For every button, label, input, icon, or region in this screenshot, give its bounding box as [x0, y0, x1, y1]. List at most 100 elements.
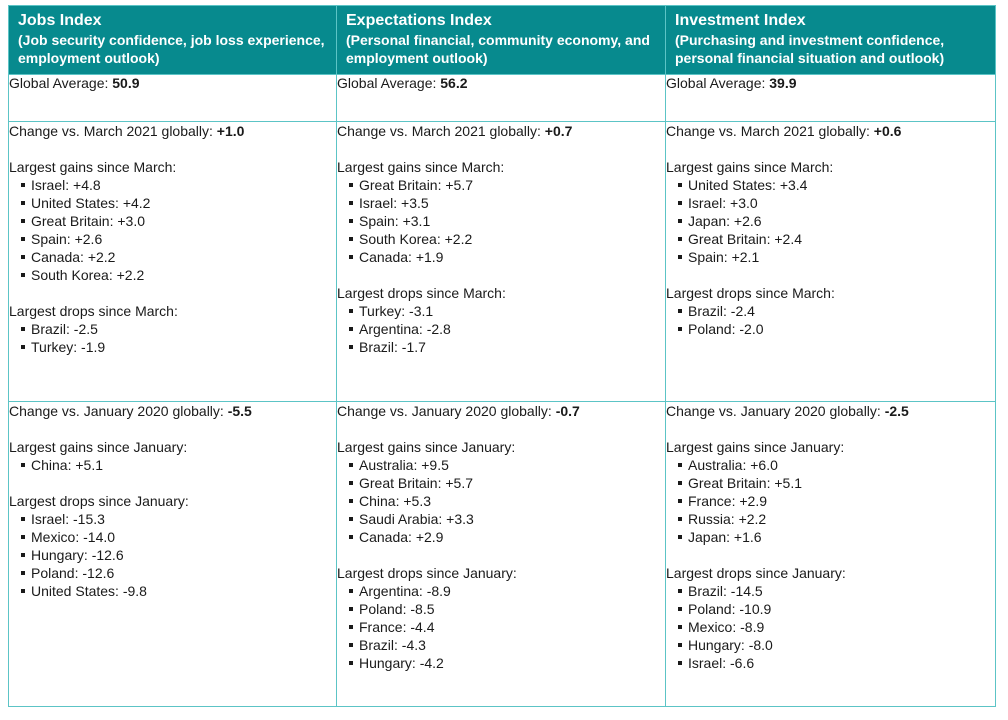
item-text: South Korea: +2.2: [359, 231, 473, 247]
bullet-icon: [349, 218, 353, 223]
bullet-icon: [349, 498, 353, 503]
bullet-icon: [678, 182, 682, 187]
bullet-icon: [21, 462, 25, 467]
bullet-icon: [21, 236, 25, 241]
item-text: Saudi Arabia: +3.3: [359, 511, 474, 527]
list-item: Spain: +2.1: [678, 248, 995, 266]
global-average-value: 50.9: [112, 75, 140, 91]
bullet-icon: [678, 660, 682, 665]
list-item: Turkey: -3.1: [349, 302, 665, 320]
list-item: Spain: +3.1: [349, 212, 665, 230]
list-item: China: +5.1: [21, 456, 336, 474]
list-item: Hungary: -12.6: [21, 546, 336, 564]
bullet-icon: [349, 462, 353, 467]
spacer: [337, 420, 665, 438]
global-average-label: Global Average:: [666, 75, 766, 91]
item-text: Poland: -12.6: [31, 565, 115, 581]
bullet-icon: [678, 308, 682, 313]
list-item: Poland: -2.0: [678, 320, 995, 338]
drops-list: Argentina: -8.9 Poland: -8.5 France: -4.4 B…: [337, 582, 665, 672]
bullet-icon: [678, 218, 682, 223]
bullet-icon: [349, 642, 353, 647]
bullet-icon: [349, 606, 353, 611]
column-subtitle: (Personal financial, community economy, …: [346, 32, 650, 66]
item-text: Israel: -6.6: [688, 655, 755, 671]
drops-list: Turkey: -3.1 Argentina: -2.8 Brazil: -1.7: [337, 302, 665, 356]
item-text: Brazil: -4.3: [359, 637, 426, 653]
change-label: Change vs. March 2021 globally:: [9, 123, 213, 139]
column-subtitle: (Job security confidence, job loss exper…: [18, 32, 325, 66]
gains-list: United States: +3.4 Israel: +3.0 Japan: +2…: [666, 176, 995, 266]
item-text: Poland: -10.9: [688, 601, 772, 617]
list-item: United States: +3.4: [678, 176, 995, 194]
bullet-icon: [21, 588, 25, 593]
expectations-index-header: Expectations Index (Personal financial, …: [336, 5, 666, 75]
bullet-icon: [349, 344, 353, 349]
list-item: United States: -9.8: [21, 582, 336, 600]
column-subtitle: (Purchasing and investment confidence, p…: [675, 32, 945, 66]
item-text: Japan: +2.6: [688, 213, 762, 229]
list-item: Spain: +2.6: [21, 230, 336, 248]
drops-label: Largest drops since March:: [666, 285, 835, 301]
list-item: Argentina: -2.8: [349, 320, 665, 338]
item-text: Poland: -2.0: [688, 321, 764, 337]
list-item: Poland: -8.5: [349, 600, 665, 618]
bullet-icon: [21, 218, 25, 223]
january-change-row: Change vs. January 2020 globally: -5.5 La…: [8, 401, 996, 707]
investment-index-header: Investment Index (Purchasing and investm…: [665, 5, 996, 75]
list-item: Brazil: -2.4: [678, 302, 995, 320]
bullet-icon: [21, 344, 25, 349]
item-text: Russia: +2.2: [688, 511, 767, 527]
bullet-icon: [21, 272, 25, 277]
item-text: Great Britain: +5.7: [359, 475, 474, 491]
list-item: Canada: +1.9: [349, 248, 665, 266]
item-text: United States: +3.4: [688, 177, 808, 193]
list-item: Brazil: -14.5: [678, 582, 995, 600]
bullet-icon: [21, 516, 25, 521]
change-line: Change vs. March 2021 globally: +1.0: [9, 122, 336, 140]
change-value: -5.5: [227, 403, 252, 419]
list-item: Great Britain: +5.1: [678, 474, 995, 492]
bullet-icon: [349, 624, 353, 629]
item-text: Canada: +1.9: [359, 249, 444, 265]
drops-label: Largest drops since January:: [666, 565, 846, 581]
list-item: Brazil: -2.5: [21, 320, 336, 338]
header-row: Jobs Index (Job security confidence, job…: [8, 5, 996, 75]
drops-list: Brazil: -2.4 Poland: -2.0: [666, 302, 995, 338]
bullet-icon: [21, 182, 25, 187]
bullet-icon: [678, 624, 682, 629]
list-item: Mexico: -14.0: [21, 528, 336, 546]
item-text: Israel: +3.5: [359, 195, 429, 211]
bullet-icon: [349, 200, 353, 205]
list-item: Brazil: -4.3: [349, 636, 665, 654]
item-text: Australia: +9.5: [359, 457, 449, 473]
column-title: Expectations Index: [346, 12, 492, 29]
item-text: Spain: +3.1: [359, 213, 431, 229]
item-text: Great Britain: +3.0: [31, 213, 146, 229]
global-average-value: 39.9: [769, 75, 797, 91]
drops-list: Brazil: -14.5 Poland: -10.9 Mexico: -8.9 Hu…: [666, 582, 995, 672]
change-line: Change vs. January 2020 globally: -0.7: [337, 402, 665, 420]
item-text: China: +5.1: [31, 457, 103, 473]
change-value: +0.7: [544, 123, 573, 139]
bullet-icon: [349, 480, 353, 485]
global-average-label: Global Average:: [337, 75, 437, 91]
list-item: Poland: -12.6: [21, 564, 336, 582]
item-text: Great Britain: +2.4: [688, 231, 803, 247]
list-item: Israel: +3.0: [678, 194, 995, 212]
list-item: Hungary: -4.2: [349, 654, 665, 672]
gains-list: Australia: +9.5 Great Britain: +5.7 China:…: [337, 456, 665, 546]
march-block: Change vs. March 2021 globally: +1.0 Larg…: [8, 121, 337, 402]
list-item: Israel: +4.8: [21, 176, 336, 194]
list-item: Israel: -15.3: [21, 510, 336, 528]
item-text: Australia: +6.0: [688, 457, 778, 473]
change-line: Change vs. January 2020 globally: -5.5: [9, 402, 336, 420]
bullet-icon: [21, 570, 25, 575]
item-text: Great Britain: +5.1: [688, 475, 803, 491]
item-text: South Korea: +2.2: [31, 267, 145, 283]
spacer: [9, 474, 336, 492]
bullet-icon: [349, 182, 353, 187]
global-average-label: Global Average:: [9, 75, 109, 91]
change-label: Change vs. March 2021 globally:: [666, 123, 870, 139]
item-text: Brazil: -2.5: [31, 321, 98, 337]
